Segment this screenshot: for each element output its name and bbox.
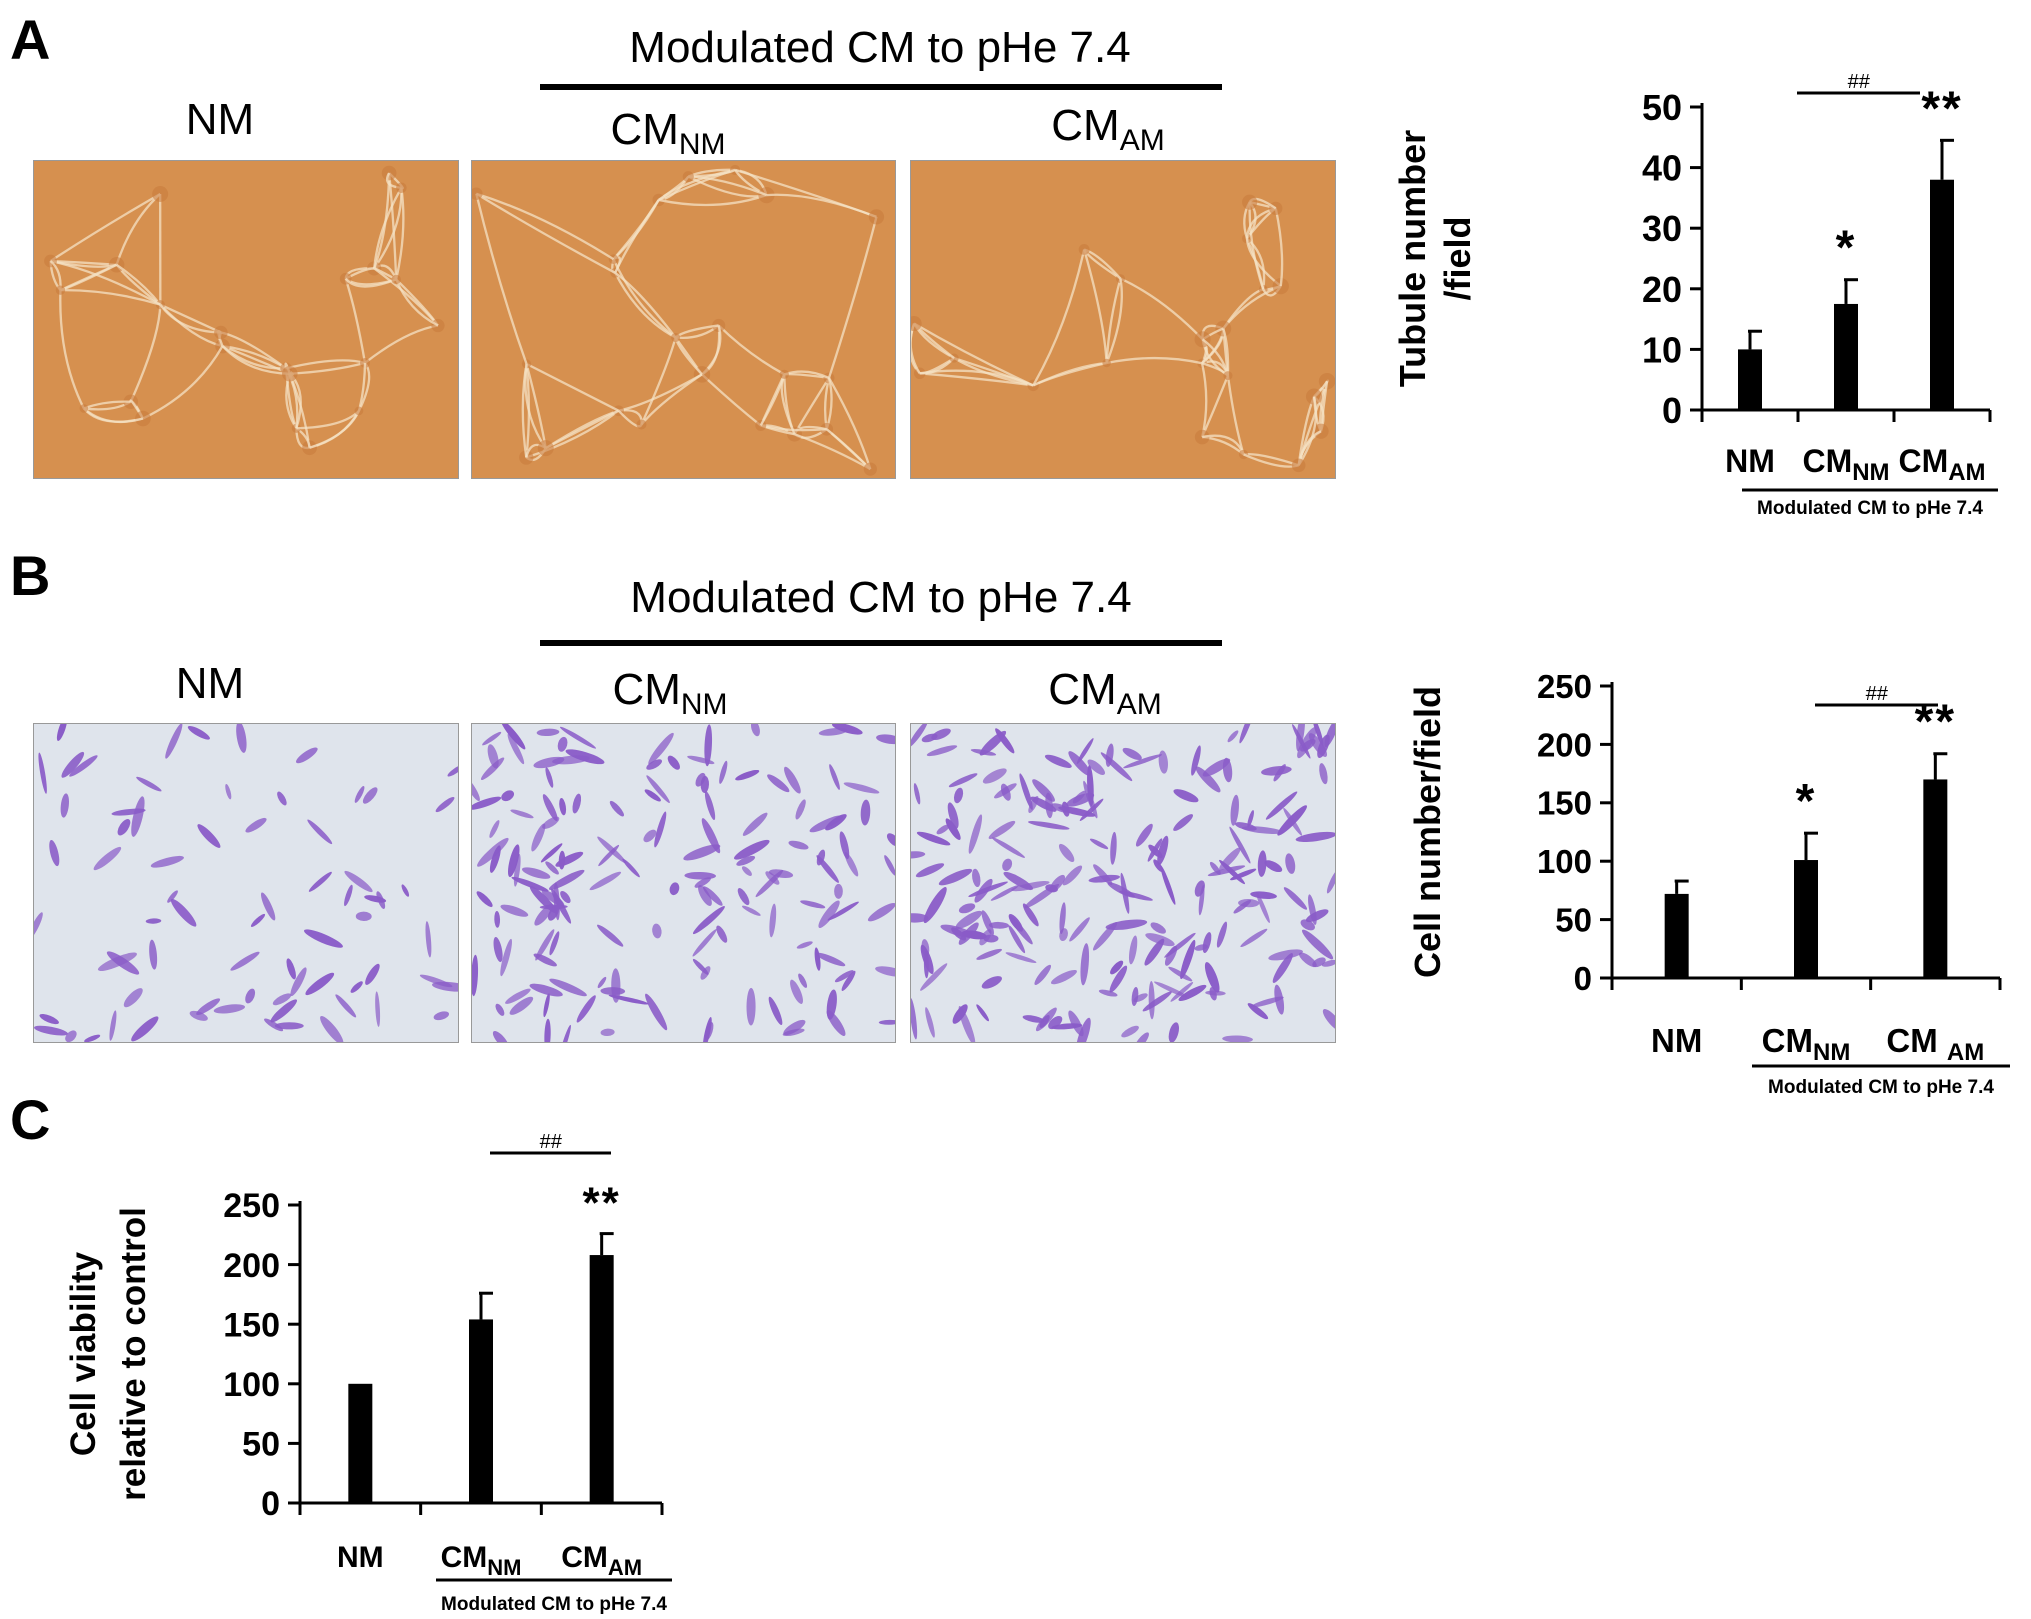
panel-b-label-cmam-sub: AM [1116, 688, 1162, 721]
group-label: Modulated CM to pHe 7.4 [1768, 1077, 1994, 1098]
panel-b-label-cmnm: CMNM [570, 668, 770, 720]
panel-a-label-nm: NM [120, 98, 320, 150]
y-tick-label: 0 [261, 1485, 280, 1523]
comparison-label: ## [539, 1131, 562, 1153]
panel-b-group-rule [540, 640, 1222, 646]
panel-b-label-cmnm-main: CM [612, 665, 681, 714]
micrograph-texture [34, 161, 458, 478]
bar [469, 1319, 493, 1503]
panel-a-label-cmnm: CMNM [568, 108, 768, 160]
bar [1794, 860, 1818, 978]
category-label: NM [1651, 1022, 1702, 1059]
panel-a-label-cmam-sub: AM [1119, 124, 1165, 157]
y-tick-label: 30 [1642, 208, 1682, 249]
comparison-label: ## [1847, 71, 1870, 93]
group-label: Modulated CM to pHe 7.4 [1757, 498, 1983, 519]
y-tick-label: 100 [223, 1366, 280, 1404]
y-tick-label: 50 [242, 1426, 280, 1464]
y-tick-label: 50 [1555, 901, 1592, 938]
category-label: CMNM [1762, 1022, 1851, 1066]
panel-a-label-cmnm-sub: NM [678, 128, 726, 161]
bar [1923, 779, 1948, 978]
panel-b-micrograph-cmnm [471, 723, 896, 1043]
panel-a-group-title: Modulated CM to pHe 7.4 [629, 23, 1131, 72]
panel-b-label-cmam: CMAM [1005, 668, 1205, 720]
significance-star: * [1836, 222, 1857, 275]
micrograph-texture [34, 724, 458, 1042]
y-tick-label: 200 [1537, 726, 1592, 763]
panel-a-label-cmnm-main: CM [610, 105, 679, 154]
panel-b-group-title: Modulated CM to pHe 7.4 [630, 573, 1132, 622]
y-tick-label: 50 [1642, 87, 1682, 128]
bar [348, 1383, 373, 1503]
bar [1664, 893, 1689, 978]
y-tick-label: 250 [223, 1187, 280, 1225]
panel-b-label-nm: NM [110, 662, 310, 714]
comparison-label: ## [1865, 683, 1888, 705]
y-axis-label: /field [1437, 216, 1478, 300]
bar [589, 1255, 614, 1503]
y-tick-label: 40 [1642, 148, 1682, 189]
panel-a-micrograph-nm [33, 160, 459, 479]
panel-a-group-rule [540, 84, 1222, 90]
y-tick-label: 0 [1574, 960, 1592, 997]
bar [1738, 349, 1762, 410]
category-label: CMNM [1802, 443, 1889, 486]
panel-a-label-nm-main: NM [185, 95, 255, 144]
bar [1930, 179, 1954, 410]
panel-b-label-cmam-main: CM [1048, 665, 1117, 714]
significance-star: ** [583, 1179, 621, 1228]
panel-a-micrograph-cmnm [471, 160, 896, 479]
bar [1834, 303, 1858, 410]
category-label: CM AM [1886, 1022, 1984, 1066]
panel-a-label-cmam: CMAM [1008, 104, 1208, 156]
panel-letter-c: C [10, 1088, 51, 1151]
panel-letter-a: A [10, 8, 51, 71]
y-tick-label: 100 [1537, 843, 1592, 880]
y-tick-label: 10 [1642, 329, 1682, 370]
significance-star: ** [1921, 82, 1962, 135]
panel-a-label-cmam-main: CM [1051, 101, 1120, 150]
micrograph-texture [911, 724, 1335, 1042]
panel-b-label-nm-main: NM [175, 659, 245, 708]
panel-a-micrograph-cmam [910, 160, 1336, 479]
category-label: CMAM [1898, 443, 1985, 486]
category-label: NM [337, 1541, 384, 1574]
panel-letter-b: B [10, 544, 51, 607]
category-label: CMNM [441, 1541, 522, 1580]
micrograph-texture [911, 161, 1335, 478]
significance-star: * [1796, 775, 1817, 828]
y-axis-label: Tubule number [1392, 130, 1433, 387]
micrograph-texture [472, 724, 895, 1042]
group-label: Modulated CM to pHe 7.4 [441, 1594, 667, 1615]
y-axis-label: Cell viability [64, 1251, 103, 1456]
panel-b-label-cmnm-sub: NM [680, 688, 728, 721]
y-tick-label: 150 [1537, 785, 1592, 822]
y-tick-label: 0 [1662, 390, 1682, 431]
y-tick-label: 200 [223, 1247, 280, 1285]
category-label: NM [1725, 443, 1775, 479]
y-tick-label: 150 [223, 1306, 280, 1344]
micrograph-texture [472, 161, 895, 478]
y-axis-label: relative to control [114, 1207, 153, 1501]
panel-b-micrograph-cmam [910, 723, 1336, 1043]
y-axis-label: Cell number/field [1407, 686, 1448, 978]
category-label: CMAM [561, 1541, 642, 1580]
panel-b-micrograph-nm [33, 723, 459, 1043]
y-tick-label: 250 [1537, 668, 1592, 705]
y-tick-label: 20 [1642, 269, 1682, 310]
